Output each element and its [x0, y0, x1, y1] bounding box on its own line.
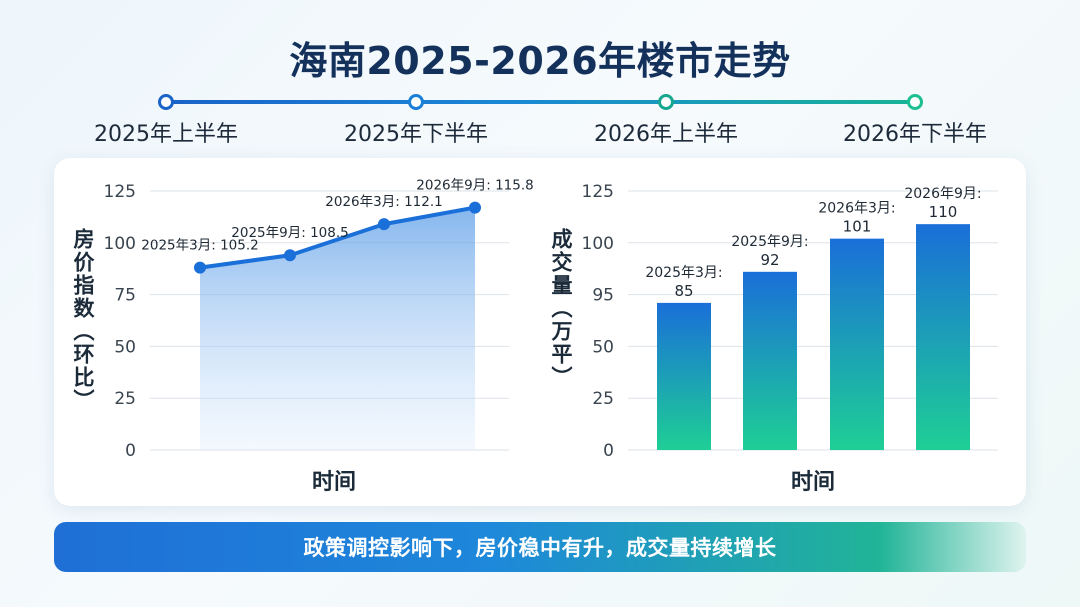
bar-data-label-date-0: 2025年3月: — [645, 265, 722, 281]
timeline: 2025年上半年 2025年下半年 2026年上半年 2026年下半年 — [0, 86, 1080, 147]
line-ytick-2: 50 — [114, 337, 136, 357]
bar-ytick-3: 95 — [592, 286, 614, 306]
summary-banner: 政策调控影响下，房价稳中有升，成交量持续增长 — [54, 522, 1026, 572]
bar-data-label-value-0: 85 — [674, 282, 693, 300]
page-title: 海南2025-2026年楼市走势 — [289, 39, 791, 83]
line-point-3 — [469, 201, 481, 214]
line-point-1 — [284, 249, 296, 262]
line-ytick-0: 0 — [125, 441, 136, 461]
timeline-line — [166, 100, 915, 104]
bar-data-label-value-2: 101 — [843, 218, 872, 236]
line-data-label-0: 2025年3月: 105.2 — [141, 238, 258, 254]
line-data-label-2: 2026年3月: 112.1 — [325, 194, 442, 210]
line-data-label-3: 2026年9月: 115.8 — [416, 178, 533, 194]
timeline-label-1: 2025年上半年 — [94, 122, 238, 147]
line-chart-y-title: 房价指数（环比） — [71, 228, 95, 412]
bar-ytick-5: 125 — [582, 182, 614, 202]
bar-1 — [743, 271, 797, 450]
bar-ytick-4: 100 — [582, 234, 614, 254]
bar-data-label-value-3: 110 — [929, 203, 958, 221]
timeline-node-4 — [907, 94, 923, 110]
line-data-label-1: 2025年9月: 108.5 — [231, 225, 348, 241]
bar-3 — [916, 224, 970, 450]
bar-data-label-date-2: 2026年3月: — [818, 201, 895, 217]
bar-ytick-1: 25 — [592, 389, 614, 409]
line-area — [200, 207, 475, 450]
timeline-node-2 — [408, 94, 424, 110]
line-ytick-5: 125 — [104, 182, 136, 202]
timeline-label-4: 2026年下半年 — [843, 122, 987, 147]
timeline-label-3: 2026年上半年 — [594, 122, 738, 147]
line-point-0 — [194, 261, 206, 274]
bar-2 — [830, 238, 884, 450]
line-point-2 — [378, 218, 390, 231]
line-ytick-3: 75 — [114, 286, 136, 306]
line-ytick-1: 25 — [114, 389, 136, 409]
charts-card: 0 25 50 75 100 125 2025年3月: 105.2 2025年9月: 108.… — [54, 158, 1026, 506]
bar-ytick-2: 50 — [592, 337, 614, 357]
bar-0 — [657, 302, 711, 450]
volume-bar-chart: 0 25 50 95 100 125 2025年3月:85 2025年9月:92 2026年3月… — [582, 182, 998, 461]
bar-chart-x-title: 时间 — [791, 470, 836, 495]
line-series — [199, 205, 476, 270]
timeline-node-1 — [158, 94, 174, 110]
timeline-label-2: 2025年下半年 — [344, 122, 488, 147]
bar-data-label-value-1: 92 — [760, 251, 779, 269]
summary-text: 政策调控影响下，房价稳中有升，成交量持续增长 — [303, 536, 777, 560]
line-ytick-4: 100 — [104, 234, 136, 254]
bar-data-label-date-1: 2025年9月: — [731, 234, 808, 250]
timeline-node-3 — [658, 94, 674, 110]
bar-chart-y-title: 成交量（万平） — [549, 228, 573, 389]
line-chart-x-title: 时间 — [312, 470, 357, 495]
bar-ytick-0: 0 — [603, 441, 614, 461]
bar-data-label-date-3: 2026年9月: — [904, 186, 981, 202]
